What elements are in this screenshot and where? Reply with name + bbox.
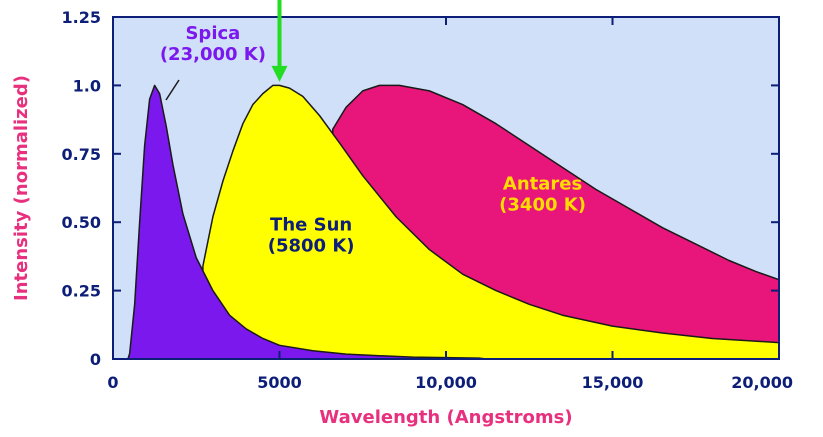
series-label-the-sun: The Sun bbox=[270, 214, 352, 235]
x-axis-title: Wavelength (Angstroms) bbox=[319, 407, 572, 428]
series-area-spica bbox=[127, 84, 487, 359]
y-axis: 0 0.25 0.50 0.75 1.0 1.25 bbox=[62, 8, 779, 369]
y-tick-label: 0.75 bbox=[62, 145, 101, 164]
y-tick-label: 0.25 bbox=[62, 282, 101, 301]
y-tick-label: 1.0 bbox=[73, 76, 101, 95]
series-layer bbox=[127, 84, 779, 359]
series-temperature-the-sun: (5800 K) bbox=[268, 235, 355, 256]
x-tick-label: 10,000 bbox=[415, 373, 477, 392]
y-tick-label: 1.25 bbox=[62, 8, 101, 27]
annotation-layer: Antares(3400 K) The Sun(5800 K) Spica(23,0… bbox=[160, 0, 586, 256]
y-tick-label: 0.50 bbox=[62, 213, 101, 232]
series-temperature-antares: (3400 K) bbox=[499, 194, 586, 215]
series-temperature-spica: (23,000 K) bbox=[160, 44, 266, 65]
x-axis: 0 5000 10,000 15,000 20,000 bbox=[107, 17, 793, 392]
x-tick-label: 0 bbox=[107, 373, 118, 392]
y-tick-label: 0 bbox=[90, 350, 101, 369]
x-tick-label: 5000 bbox=[257, 373, 302, 392]
x-tick-label: 20,000 bbox=[731, 373, 793, 392]
spica-leader-line bbox=[165, 79, 180, 101]
x-tick-label: 15,000 bbox=[582, 373, 644, 392]
series-area-the-sun bbox=[202, 84, 779, 359]
y-axis-title: Intensity (normalized) bbox=[11, 75, 32, 301]
series-label-spica: Spica bbox=[185, 23, 240, 44]
series-label-antares: Antares bbox=[503, 173, 582, 194]
marker-arrow-head bbox=[271, 65, 288, 82]
